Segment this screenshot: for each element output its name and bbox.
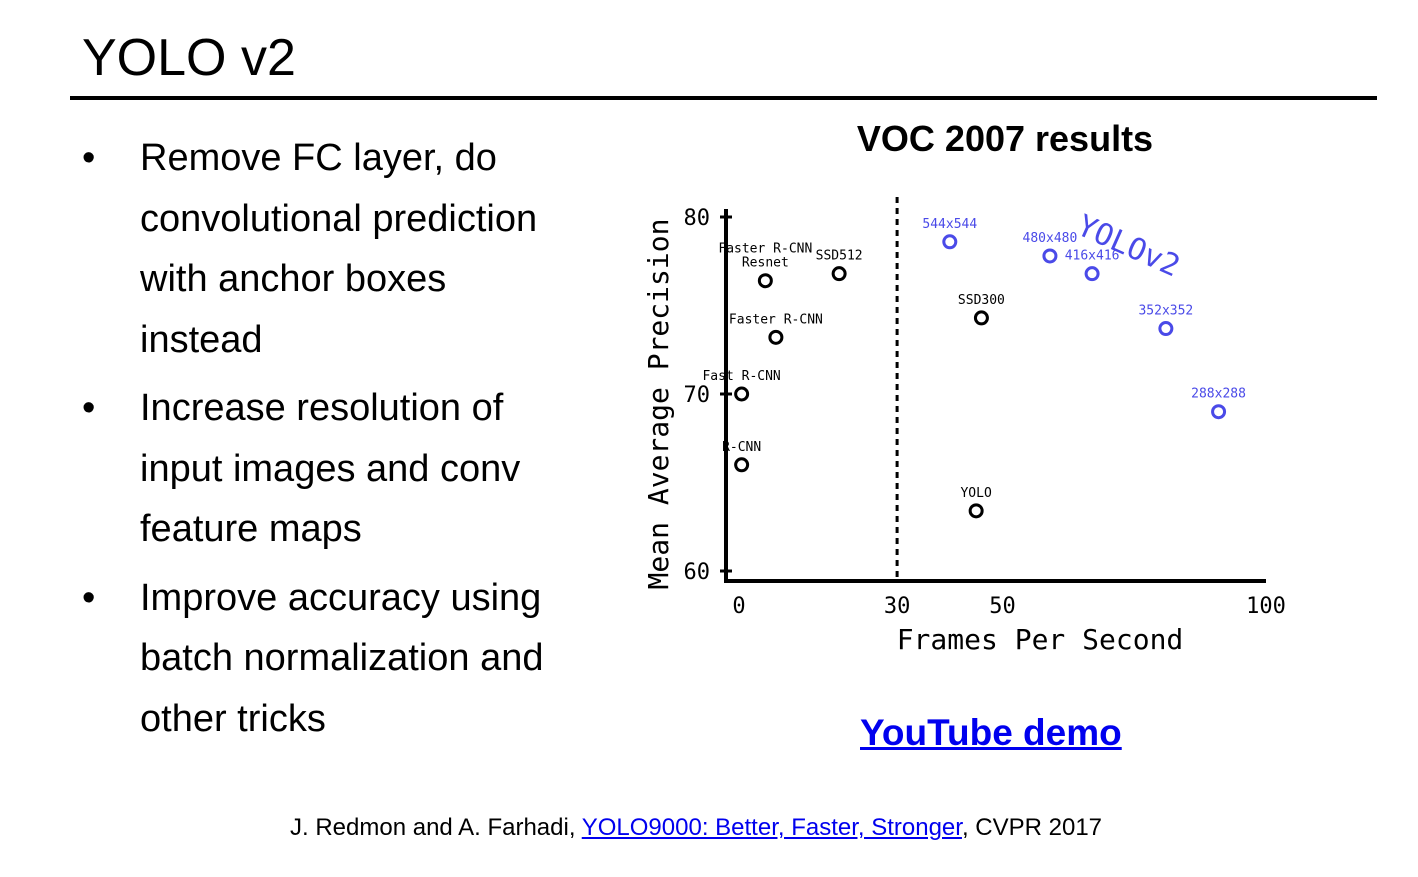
- point-label: 352x352: [1138, 304, 1193, 319]
- bullet-line: Increase resolution of: [140, 387, 504, 429]
- point-label: 544x544: [922, 217, 977, 232]
- data-point: [768, 329, 784, 345]
- point-label: R-CNN: [722, 440, 761, 455]
- x-axis-label: Frames Per Second: [897, 623, 1184, 656]
- series-label-yolov2: YOLOv2: [1072, 208, 1185, 284]
- bullet-list: • Remove FC layer, do convolutional predic…: [82, 128, 602, 757]
- point-label: 480x480: [1023, 231, 1078, 246]
- bullet-line: Improve accuracy using: [140, 576, 542, 619]
- data-point: [734, 457, 750, 473]
- bullet-item: • Improve accuracy using batch normalizati…: [82, 568, 602, 750]
- bullet-line: other tricks: [140, 697, 326, 740]
- citation-authors: J. Redmon and A. Farhadi,: [290, 814, 582, 841]
- y-tick-label: 70: [684, 383, 711, 408]
- data-point: [973, 310, 989, 326]
- youtube-demo-link[interactable]: YouTube demo: [860, 712, 1122, 753]
- bullet-line: batch normalization and: [140, 637, 544, 679]
- point-label: 288x288: [1191, 387, 1246, 402]
- bullet-item: • Remove FC layer, do convolutional predic…: [82, 128, 602, 370]
- bullet-dot: •: [82, 387, 96, 429]
- data-point: [734, 386, 750, 402]
- x-tick-label: 30: [884, 594, 911, 619]
- point-label: Faster R-CNN: [729, 312, 823, 327]
- data-point: [1042, 248, 1058, 264]
- data-point: [1084, 266, 1100, 282]
- data-point: [968, 503, 984, 519]
- bullet-dot: •: [82, 576, 96, 619]
- point-label: Fast R-CNN: [702, 369, 780, 384]
- citation-venue: , CVPR 2017: [961, 814, 1103, 841]
- bullet-line: with anchor boxes: [140, 258, 447, 300]
- point-label: SSD300: [958, 293, 1005, 308]
- bullet-line: feature maps: [140, 508, 362, 550]
- bullet-line: Remove FC layer, do: [140, 137, 497, 179]
- data-point: [1158, 321, 1174, 337]
- point-label: YOLO: [960, 486, 991, 501]
- data-point: [942, 234, 958, 250]
- bullet-item: • Increase resolution of input images and …: [82, 378, 602, 560]
- title-divider: [70, 96, 1377, 100]
- citation: J. Redmon and A. Farhadi, YOLO9000: Bett…: [290, 814, 1102, 842]
- point-label: 416x416: [1065, 249, 1120, 264]
- chart-title: VOC 2007 results: [856, 118, 1154, 159]
- point-label: Resnet: [742, 256, 789, 271]
- bullet-line: input images and conv: [140, 447, 521, 490]
- paper-link[interactable]: YOLO9000: Better, Faster, Stronger: [581, 814, 962, 841]
- x-tick-label: 0: [732, 594, 745, 619]
- bullet-dot: •: [82, 137, 96, 179]
- voc2007-scatter-chart: 60 70 80 0 30 50 100 Frames Per Second Mean Aver…: [642, 197, 1286, 656]
- bullet-line: instead: [140, 318, 263, 361]
- data-point: [831, 266, 847, 282]
- x-tick-label: 100: [1246, 594, 1286, 619]
- data-point: [757, 273, 773, 289]
- slide-title: YOLO v2: [82, 29, 296, 87]
- x-tick-label: 50: [989, 594, 1016, 619]
- y-tick-label: 80: [684, 206, 711, 231]
- data-point: [1211, 404, 1227, 420]
- point-label: Faster R-CNN: [718, 242, 812, 257]
- bullet-line: convolutional prediction: [140, 197, 538, 240]
- point-label: SSD512: [816, 249, 863, 264]
- y-axis-label: Mean Average Precision: [642, 219, 675, 590]
- y-tick-label: 60: [684, 560, 711, 585]
